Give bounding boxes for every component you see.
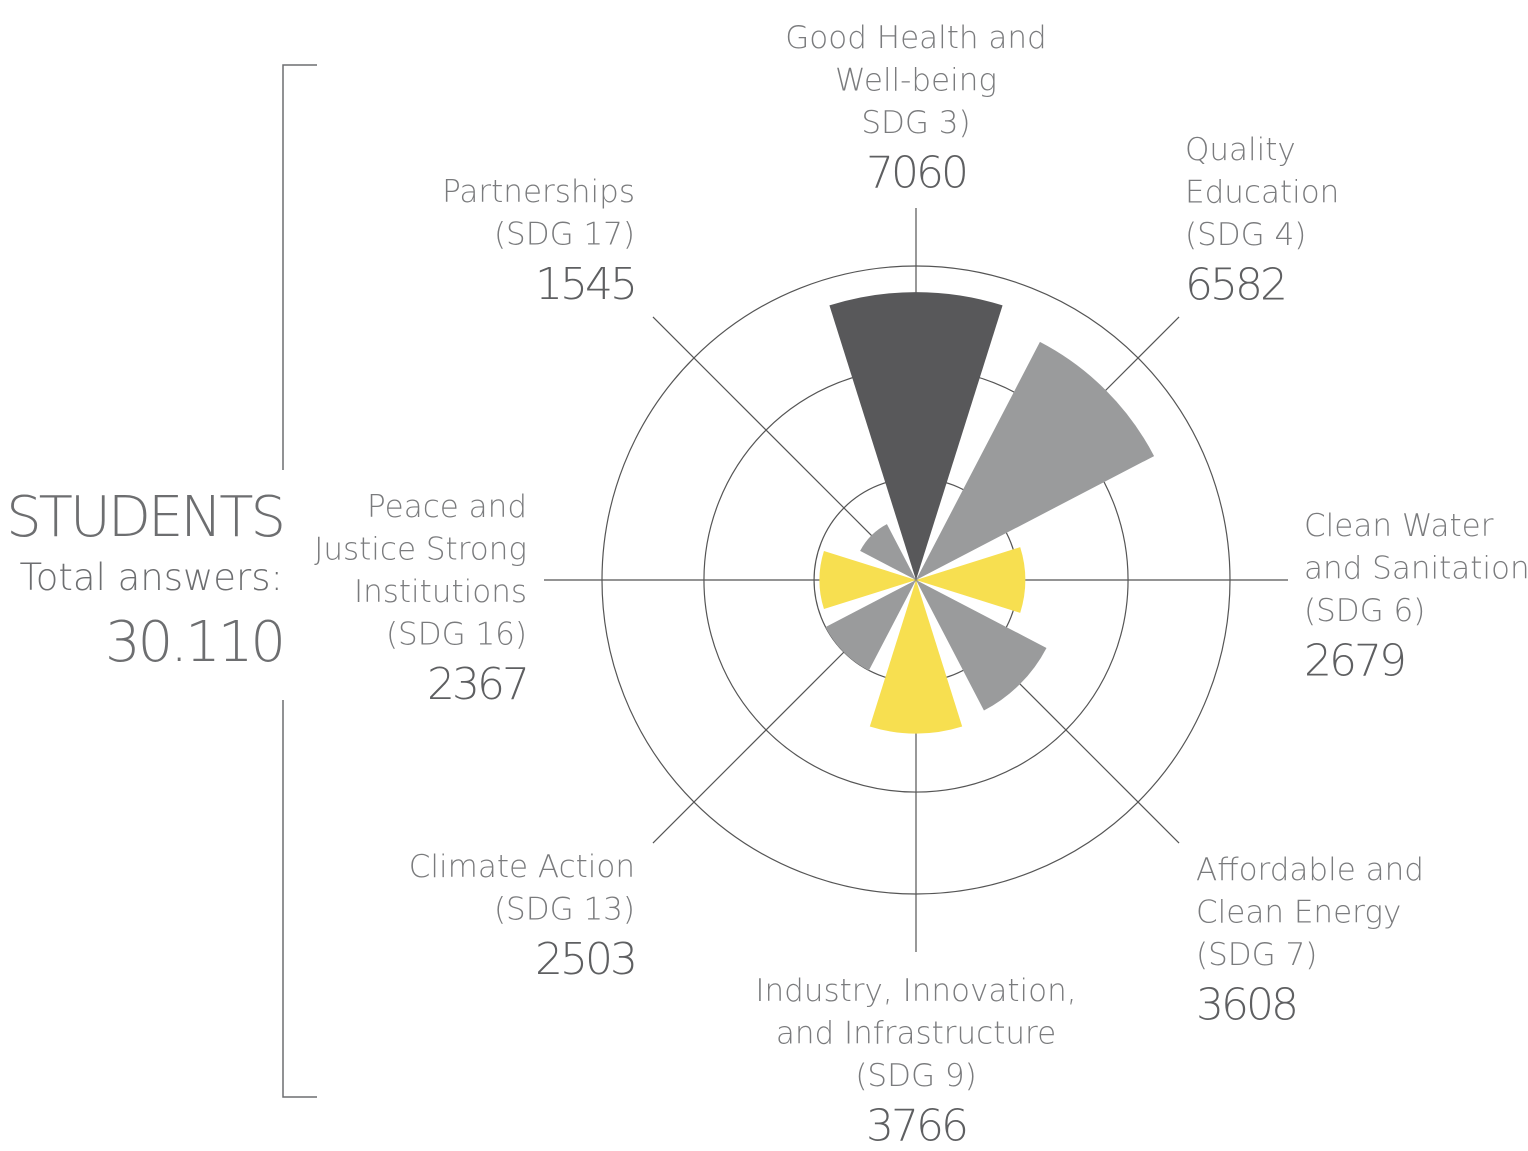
- category-label: Institutions: [354, 574, 527, 610]
- wedge: [916, 341, 1155, 580]
- wedge: [869, 580, 963, 734]
- total-caption: Total answers:: [19, 556, 283, 599]
- wedge: [916, 580, 1047, 711]
- bracket: [282, 64, 317, 1098]
- value-label: 2503: [535, 934, 635, 985]
- wedge: [825, 580, 916, 671]
- bracket-top: [282, 64, 317, 470]
- wedge: [916, 547, 1026, 613]
- category-label: (SDG 7): [1196, 937, 1317, 973]
- category-label: Clean Energy: [1196, 895, 1401, 931]
- total: 30.110: [105, 610, 283, 675]
- category-label: (SDG 13): [494, 892, 635, 928]
- category-label: Partnerships: [442, 174, 635, 210]
- value-label: 3608: [1196, 980, 1296, 1031]
- wedge: [829, 292, 1003, 580]
- category-label: (SDG 16): [386, 617, 527, 653]
- value-label: 7060: [866, 148, 966, 199]
- category-label: Education: [1185, 175, 1339, 211]
- wedge: [819, 550, 916, 610]
- category-label: Good Health and: [785, 20, 1046, 56]
- category-label: Well-being: [835, 63, 997, 99]
- category-label: Peace and: [367, 489, 527, 525]
- category-label: Clean Water: [1304, 508, 1494, 544]
- value-label: 1545: [535, 259, 635, 310]
- value-label: 6582: [1185, 260, 1285, 311]
- value-label: 2367: [427, 659, 527, 710]
- category-label: and Infrastructure: [776, 1016, 1056, 1052]
- category-label: Justice Strong: [314, 532, 527, 568]
- category-label: (SDG 4): [1185, 217, 1306, 253]
- bracket-bottom: [282, 700, 317, 1098]
- value-label: 3766: [866, 1101, 966, 1151]
- category-label: SDG 3): [861, 105, 970, 141]
- category-label: (SDG 6): [1304, 593, 1425, 629]
- category-label: (SDG 17): [494, 217, 635, 253]
- value-label: 2679: [1304, 636, 1404, 687]
- category-label: (SDG 9): [855, 1058, 976, 1094]
- category-label: Climate Action: [409, 849, 635, 885]
- category-label: Quality: [1185, 132, 1296, 168]
- group-title: STUDENTS: [6, 485, 283, 550]
- category-label: and Sanitation: [1304, 551, 1528, 587]
- wedge: [860, 524, 916, 580]
- category-label: Industry, Innovation,: [755, 973, 1076, 1009]
- category-label: Affordable and: [1196, 852, 1424, 888]
